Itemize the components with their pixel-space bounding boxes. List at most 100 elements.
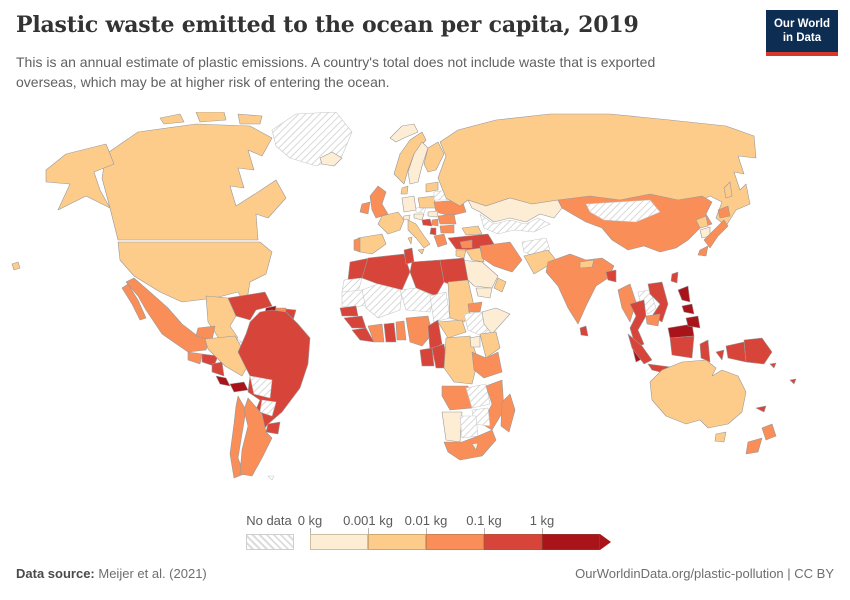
country-bulgaria[interactable] (439, 224, 455, 234)
country-kazakhstan[interactable] (467, 197, 563, 223)
country-tanzania[interactable] (471, 351, 503, 379)
country-angola[interactable] (441, 385, 473, 411)
country-ghana[interactable] (383, 322, 397, 343)
country-united-states[interactable] (117, 241, 273, 307)
country-gabon[interactable] (419, 347, 435, 367)
country-switzerland[interactable] (402, 214, 411, 221)
country-israel[interactable] (455, 249, 467, 259)
country-argentina[interactable] (239, 397, 273, 477)
country-south-africa[interactable] (443, 429, 497, 461)
country-guinea[interactable] (343, 315, 367, 329)
country-venezuela[interactable] (227, 291, 273, 321)
country-indonesia[interactable] (627, 333, 653, 365)
country-svalbard[interactable] (389, 123, 419, 143)
country-denmark[interactable] (400, 185, 409, 195)
country-bolivia[interactable] (249, 375, 273, 399)
country-nepal[interactable] (579, 259, 595, 269)
country-panama[interactable] (229, 381, 249, 393)
country-indonesia[interactable] (725, 341, 747, 363)
country-sweden[interactable] (407, 141, 429, 185)
owid-url-link[interactable]: OurWorldinData.org/plastic-pollution (575, 566, 784, 581)
country-western-sahara[interactable] (341, 277, 363, 293)
country-costa-rica[interactable] (215, 375, 231, 387)
country-falkland-islands[interactable] (267, 475, 275, 481)
country-uruguay[interactable] (265, 421, 281, 435)
country-somalia[interactable] (481, 307, 511, 335)
country-romania[interactable] (437, 213, 457, 225)
country-japan[interactable] (703, 219, 729, 249)
country-alaska-united-states[interactable] (45, 143, 115, 211)
country-austria[interactable] (413, 213, 425, 221)
country-yemen[interactable] (475, 287, 493, 299)
country-lesotho[interactable] (471, 442, 479, 451)
country-serbia[interactable] (431, 218, 439, 227)
country-japan[interactable] (697, 245, 709, 257)
country-australia[interactable] (649, 359, 747, 429)
country-georgia[interactable] (461, 225, 483, 236)
country-new-zealand[interactable] (761, 423, 777, 441)
country-fiji[interactable] (789, 378, 797, 385)
country-portugal[interactable] (353, 237, 361, 253)
country-ireland[interactable] (359, 201, 371, 215)
legend-segment-5[interactable] (542, 534, 600, 550)
country-japan[interactable] (717, 205, 731, 219)
country-new-zealand[interactable] (745, 437, 763, 455)
country-oman[interactable] (493, 277, 507, 293)
country-canada[interactable] (195, 111, 227, 123)
country-indonesia[interactable] (699, 339, 711, 363)
country-zambia[interactable] (465, 383, 491, 409)
country-solomon-islands[interactable] (769, 362, 777, 369)
country-croatia[interactable] (421, 218, 433, 227)
country-papua-new-guinea[interactable] (743, 337, 773, 365)
country-philippines[interactable] (681, 303, 695, 315)
country-mali[interactable] (361, 283, 403, 319)
country-united-kingdom[interactable] (369, 185, 389, 219)
country-indonesia[interactable] (669, 335, 695, 359)
legend-segment-2[interactable] (368, 534, 426, 550)
country-canada[interactable] (159, 113, 185, 125)
country-spain[interactable] (357, 233, 387, 255)
country-chad[interactable] (429, 291, 451, 323)
country-cameroon[interactable] (427, 319, 443, 351)
country-italy[interactable] (407, 236, 413, 245)
country-greece[interactable] (433, 233, 448, 248)
country-cambodia[interactable] (645, 313, 661, 327)
country-chile[interactable] (229, 395, 247, 479)
country-brazil[interactable] (237, 309, 311, 433)
country-mexico[interactable] (125, 277, 211, 353)
country-laos[interactable] (637, 289, 657, 315)
country-peru[interactable] (204, 335, 251, 377)
country-philippines[interactable] (677, 285, 691, 303)
country-taiwan[interactable] (670, 271, 679, 284)
legend-segment-3[interactable] (426, 534, 484, 550)
country-botswana[interactable] (459, 415, 479, 439)
country-italy[interactable] (407, 219, 431, 249)
country-nigeria[interactable] (405, 315, 433, 347)
country-hawaii-united-states[interactable] (11, 261, 21, 271)
country-central-african-republic[interactable] (437, 319, 467, 339)
country-kenya[interactable] (479, 331, 501, 359)
country-paraguay[interactable] (259, 399, 277, 417)
country-albania[interactable] (429, 227, 437, 236)
country-cote-d-ivoire[interactable] (367, 323, 385, 343)
country-bangladesh[interactable] (605, 269, 617, 283)
country-democratic-republic-of-congo[interactable] (443, 335, 479, 385)
country-sri-lanka[interactable] (579, 325, 589, 337)
country-iceland[interactable] (319, 151, 343, 167)
country-germany[interactable] (401, 195, 417, 213)
country-russia[interactable] (723, 181, 733, 199)
country-algeria[interactable] (361, 253, 411, 291)
country-eritrea[interactable] (467, 301, 483, 313)
country-myanmar[interactable] (617, 283, 637, 323)
country-hungary[interactable] (427, 210, 439, 218)
country-poland[interactable] (417, 195, 437, 209)
country-guatemala[interactable] (187, 351, 203, 365)
country-namibia[interactable] (441, 411, 463, 443)
country-france[interactable] (377, 211, 405, 235)
country-north-korea[interactable] (695, 215, 709, 229)
owid-logo[interactable]: Our World in Data (765, 10, 838, 56)
country-uzbekistan[interactable] (479, 213, 551, 235)
country-philippines[interactable] (685, 315, 701, 329)
country-mexico[interactable] (121, 283, 147, 321)
country-canada[interactable] (237, 113, 263, 125)
